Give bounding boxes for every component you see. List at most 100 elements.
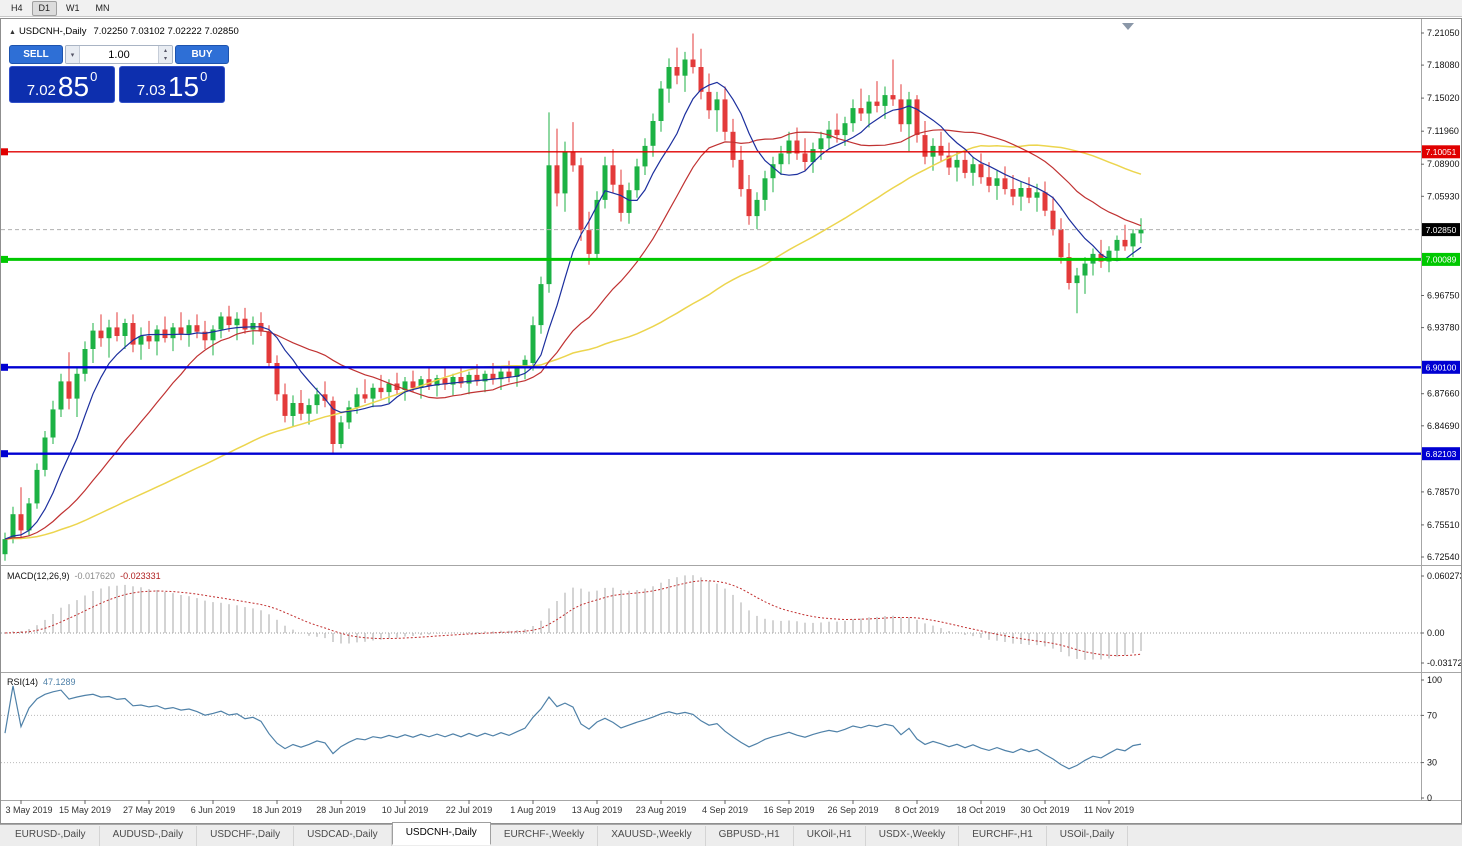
bid-fraction: 0 (90, 69, 98, 84)
candle-body (746, 189, 752, 217)
candle-body (1026, 188, 1032, 198)
candle-body (554, 165, 560, 194)
candle-body (1018, 188, 1024, 197)
period-button-h4[interactable]: H4 (4, 1, 30, 16)
bid-pips: 85 (57, 71, 90, 103)
candle-body (354, 394, 360, 408)
macd-layer (4, 575, 1142, 660)
candle-body (618, 184, 624, 213)
stepper-up-icon[interactable]: ▴ (159, 46, 172, 55)
stepper-down-icon[interactable]: ▾ (159, 54, 172, 63)
chart-tab-audusd-daily[interactable]: AUDUSD-,Daily (100, 826, 198, 846)
candle-body (186, 325, 192, 334)
hline-anchor-marker[interactable] (1, 363, 8, 371)
period-button-mn[interactable]: MN (89, 1, 117, 16)
candle-body (82, 349, 88, 374)
candle-body (162, 329, 168, 339)
candle-body (242, 318, 248, 330)
date-axis-label: 1 Aug 2019 (510, 805, 556, 815)
date-axis-label: 11 Nov 2019 (1084, 805, 1134, 815)
price-axis-label: 6.93780 (1427, 323, 1460, 333)
sell-button[interactable]: SELL (9, 45, 63, 64)
candle-body (338, 422, 344, 444)
volume-dropdown-icon[interactable]: ▾ (66, 46, 80, 63)
chart-tab-eurusd-daily[interactable]: EURUSD-,Daily (2, 826, 100, 846)
bid-price-display[interactable]: 7.02 85 0 (9, 66, 115, 103)
macd-signal-line (4, 580, 1142, 657)
date-axis-label: 8 Oct 2019 (895, 805, 939, 815)
buy-button[interactable]: BUY (175, 45, 229, 64)
chart-tab-xauusd-weekly[interactable]: XAUUSD-,Weekly (598, 826, 706, 846)
rsi-axis-label: 30 (1427, 758, 1437, 768)
chart-tab-usoil-daily[interactable]: USOil-,Daily (1047, 826, 1129, 846)
candle-body (1042, 192, 1048, 211)
chart-shift-marker-icon[interactable] (1122, 23, 1134, 30)
date-axis-label: 28 Jun 2019 (316, 805, 366, 815)
rsi-axis-label: 0 (1427, 793, 1432, 803)
rsi-panel-area[interactable] (1, 672, 1421, 800)
candle-body (698, 67, 704, 92)
period-button-d1[interactable]: D1 (31, 0, 58, 16)
candle-body (850, 108, 856, 124)
hline-anchor-marker[interactable] (1, 450, 8, 458)
chart-tab-usdcnh-daily[interactable]: USDCNH-,Daily (391, 822, 491, 845)
chart-tab-eurchf-weekly[interactable]: EURCHF-,Weekly (491, 826, 599, 846)
candle-body (50, 409, 56, 438)
period-button-w1[interactable]: W1 (59, 1, 87, 16)
candle-body (1098, 253, 1104, 262)
candle-body (202, 331, 208, 341)
ask-price-display[interactable]: 7.03 15 0 (119, 66, 225, 103)
hline-anchor-marker[interactable] (1, 255, 8, 263)
candle-body (1058, 229, 1064, 258)
candle-body (74, 373, 80, 399)
chart-ohlc-values: 7.02250 7.03102 7.02222 7.02850 (93, 26, 239, 37)
candle-body (98, 330, 104, 339)
rsi-name: RSI(14) (7, 677, 39, 687)
chart-tab-usdcad-daily[interactable]: USDCAD-,Daily (294, 826, 392, 846)
candle-body (34, 469, 40, 504)
period-toolbar: H4 D1 W1 MN (0, 0, 1462, 17)
price-tag-label: 6.90100 (1426, 363, 1457, 373)
candle-body (706, 91, 712, 111)
rsi-axis-label: 70 (1427, 710, 1437, 720)
candle-body (1138, 229, 1144, 234)
candle-body (914, 99, 920, 135)
price-axis-label: 7.05930 (1427, 191, 1460, 201)
ma-line-8 (4, 81, 1142, 540)
chart-tab-ukoil-h1[interactable]: UKOil-,H1 (794, 826, 866, 846)
candle-body (626, 190, 632, 213)
chart-tab-usdx-weekly[interactable]: USDX-,Weekly (866, 826, 960, 846)
candle-body (938, 145, 944, 156)
candle-body (130, 323, 136, 345)
hline-anchor-marker[interactable] (1, 148, 8, 156)
price-tag-label: 7.00089 (1426, 255, 1457, 265)
date-axis-label: 13 Aug 2019 (572, 805, 623, 815)
candle-body (794, 140, 800, 154)
date-axis-label: 18 Oct 2019 (956, 805, 1005, 815)
price-tag (1422, 360, 1460, 374)
candle-body (834, 129, 840, 136)
date-axis-label: 15 May 2019 (59, 805, 111, 815)
candle-body (466, 374, 472, 384)
time-axis[interactable] (1, 800, 1461, 823)
price-axis-label: 7.18080 (1427, 60, 1460, 70)
candle-body (370, 387, 376, 399)
candle-body (522, 359, 528, 369)
candle-body (298, 403, 304, 414)
candle-body (482, 373, 488, 382)
macd-panel-area[interactable] (1, 565, 1421, 672)
candle-body (170, 327, 176, 339)
chart-tab-usdchf-daily[interactable]: USDCHF-,Daily (197, 826, 295, 846)
candle-body (442, 378, 448, 385)
chart-tab-gbpusd-h1[interactable]: GBPUSD-,H1 (706, 826, 794, 846)
volume-input[interactable] (80, 46, 158, 63)
candle-body (674, 67, 680, 76)
price-axis-label: 6.96750 (1427, 291, 1460, 301)
candle-body (122, 323, 128, 336)
volume-stepper[interactable]: ▴ ▾ (158, 46, 172, 63)
chart-tab-eurchf-h1[interactable]: EURCHF-,H1 (959, 826, 1047, 846)
candle-body (810, 149, 816, 163)
candle-body (898, 99, 904, 125)
candle-body (1106, 250, 1112, 262)
chart-canvas[interactable]: 7.21050 7.18080 7.15020 7.11960 7.08900 7.059… (1, 19, 1461, 823)
